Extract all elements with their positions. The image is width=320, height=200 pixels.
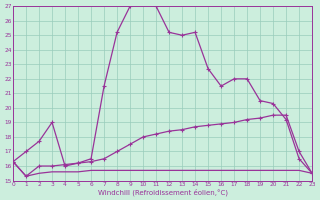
X-axis label: Windchill (Refroidissement éolien,°C): Windchill (Refroidissement éolien,°C)	[98, 188, 228, 196]
